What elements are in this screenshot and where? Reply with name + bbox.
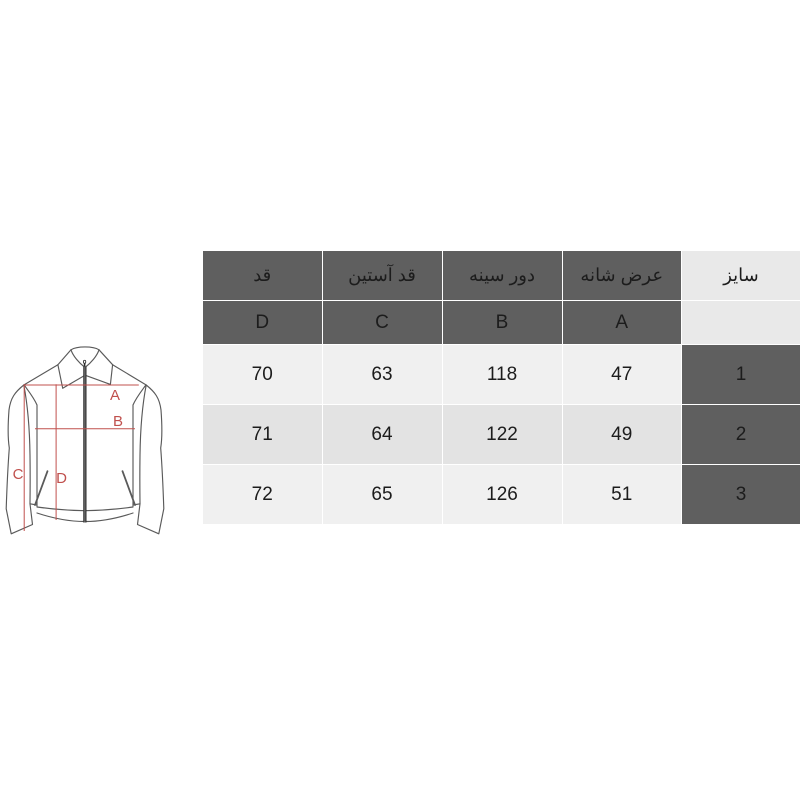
- svg-text:A: A: [110, 387, 120, 404]
- svg-text:B: B: [113, 413, 123, 430]
- svg-text:D: D: [56, 470, 67, 487]
- svg-text:C: C: [13, 466, 24, 483]
